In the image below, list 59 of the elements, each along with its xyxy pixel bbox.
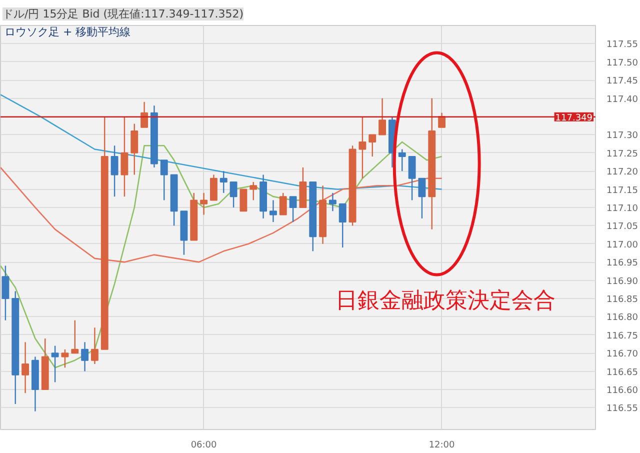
ref-line-label: 117.349 — [555, 113, 593, 124]
candlestick — [328, 192, 336, 212]
y-tick-label: 117.10 — [606, 204, 638, 214]
candlestick — [22, 342, 30, 394]
y-tick-label: 116.90 — [606, 276, 638, 287]
y-tick-label: 116.60 — [606, 386, 638, 396]
candlestick — [368, 134, 376, 158]
candlestick — [230, 181, 238, 208]
candlestick — [250, 181, 258, 201]
candlestick — [61, 348, 69, 368]
candlestick — [51, 345, 59, 383]
line-series — [0, 94, 442, 190]
candlestick — [398, 148, 406, 172]
y-tick-label: 117.20 — [606, 168, 638, 178]
y-tick-label: 116.70 — [606, 350, 638, 360]
y-tick-label: 117.40 — [606, 94, 638, 105]
y-tick-label: 116.95 — [606, 258, 638, 269]
line-series — [0, 141, 442, 368]
candlestick — [438, 112, 446, 128]
y-tick-label: 117.25 — [606, 149, 638, 160]
y-tick-label: 117.55 — [606, 40, 638, 50]
candlestick — [220, 170, 228, 194]
candlestick — [120, 116, 128, 198]
candlestick — [81, 342, 89, 372]
candlestick — [200, 192, 208, 216]
candlestick — [279, 192, 287, 216]
y-tick-label: 117.30 — [606, 131, 638, 142]
candlestick — [110, 145, 118, 198]
candlestick — [418, 178, 426, 219]
y-tick-label: 116.80 — [606, 313, 638, 324]
candlestick — [378, 98, 386, 136]
y-tick-label: 116.85 — [606, 294, 638, 305]
candlestick — [140, 101, 148, 128]
candlestick — [408, 156, 416, 201]
candlestick — [130, 123, 138, 176]
candlestick — [240, 188, 248, 212]
line-series — [0, 166, 442, 263]
y-tick-label: 117.50 — [606, 58, 638, 68]
candlestick — [338, 203, 346, 248]
y-tick-label: 117.00 — [606, 240, 638, 250]
candlestick — [358, 116, 366, 179]
y-tick-label: 116.55 — [606, 404, 638, 414]
y-tick-label: 116.65 — [606, 368, 638, 378]
x-tick-label: 06:00 — [190, 440, 218, 450]
candlestick — [90, 326, 98, 365]
chart-title: ドル/円 15分足 Bid (現在値:117.349-117.352) — [2, 8, 244, 20]
annotation: 日銀金融政策決定会合 — [336, 288, 556, 314]
candlestick — [71, 320, 79, 354]
candlestick — [2, 265, 10, 321]
candlestick — [160, 160, 168, 201]
y-tick-label: 117.15 — [606, 186, 638, 196]
y-tick-label: 116.75 — [606, 331, 638, 342]
chart-subtitle: ロウソク足 + 移動平均線 — [4, 26, 131, 38]
candlestick — [269, 200, 277, 223]
candlestick — [210, 174, 218, 201]
x-tick-label: 12:00 — [428, 440, 456, 450]
y-tick-label: 117.45 — [606, 76, 638, 87]
y-tick-label: 117.05 — [606, 222, 638, 232]
candlestick — [289, 196, 297, 223]
